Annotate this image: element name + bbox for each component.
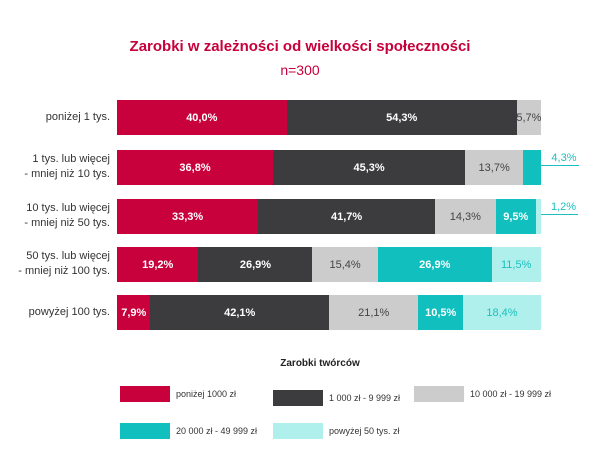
chart-subtitle: n=300 xyxy=(280,62,320,78)
legend-label: powyżej 50 tys. zł xyxy=(329,426,400,436)
data-label: 11,5% xyxy=(501,258,532,271)
data-label: 54,3% xyxy=(386,111,418,124)
data-label: 42,1% xyxy=(224,306,256,319)
bar-segment: 40,0% xyxy=(117,100,287,135)
category-label: poniżej 1 tys. xyxy=(46,110,110,125)
data-label: 13,7% xyxy=(478,161,510,174)
legend-item: 10 000 zł - 19 999 zł xyxy=(414,386,551,402)
bar-segment: 14,3% xyxy=(435,199,496,234)
legend-item: 20 000 zł - 49 999 zł xyxy=(120,423,257,439)
legend-item: poniżej 1000 zł xyxy=(120,386,236,402)
bar-segment: 26,9% xyxy=(198,247,313,282)
legend-label: 1 000 zł - 9 999 zł xyxy=(329,393,401,403)
data-label: 7,9% xyxy=(121,306,147,319)
legend-label: poniżej 1000 zł xyxy=(176,389,237,399)
legend-label: 10 000 zł - 19 999 zł xyxy=(470,389,552,399)
bar-segment: 11,5% xyxy=(491,247,541,282)
bar-segment xyxy=(535,199,541,234)
data-label: 14,3% xyxy=(449,210,481,223)
data-label: 9,5% xyxy=(503,210,529,223)
data-label: 45,3% xyxy=(353,161,385,174)
legend-swatch xyxy=(273,390,323,406)
category-label-line: poniżej 1 tys. xyxy=(45,110,110,123)
legend-item: powyżej 50 tys. zł xyxy=(273,423,400,439)
category-label-line: 10 tys. lub więcej xyxy=(26,202,110,214)
data-label: 15,4% xyxy=(329,258,361,271)
data-label: 10,5% xyxy=(425,306,457,319)
bar-segment: 19,2% xyxy=(117,247,199,282)
data-label: 18,4% xyxy=(486,306,518,319)
data-label: 5,7% xyxy=(516,111,542,124)
bar-segment: 9,5% xyxy=(495,199,536,234)
category-label-line: - mniej niż 100 tys. xyxy=(18,265,110,277)
data-label: 36,8% xyxy=(179,161,211,174)
bar-segment: 18,4% xyxy=(462,295,541,330)
legend-swatch xyxy=(120,423,170,439)
bar-segment: 10,5% xyxy=(418,295,463,330)
legend-swatch xyxy=(414,386,464,402)
legend-title: Zarobki twórców xyxy=(280,358,360,369)
legend-item: 1 000 zł - 9 999 zł xyxy=(273,390,400,406)
bar-segment: 36,8% xyxy=(117,150,274,185)
bar-segment: 7,9% xyxy=(117,295,151,330)
bar-segment: 41,7% xyxy=(258,199,435,234)
data-label: 19,2% xyxy=(142,258,174,271)
category-label: 1 tys. lub więcej - mniej niż 10 tys. xyxy=(24,152,110,182)
category-label-line: 50 tys. lub więcej xyxy=(26,250,110,262)
category-label-line: - mniej niż 50 tys. xyxy=(24,217,110,229)
outside-data-label: 1,2% xyxy=(541,201,579,215)
legend-swatch xyxy=(273,423,323,439)
category-label-line: - mniej niż 10 tys. xyxy=(24,168,110,180)
bar-segment: 33,3% xyxy=(117,199,259,234)
data-label: 41,7% xyxy=(330,210,363,223)
bar-segment: 26,9% xyxy=(377,247,492,282)
bar-segment: 54,3% xyxy=(286,100,517,135)
category-label: powyżej 100 tys. xyxy=(29,305,110,320)
legend-label: 20 000 zł - 49 999 zł xyxy=(176,426,258,436)
data-label: 40,0% xyxy=(186,111,218,124)
legend-swatch xyxy=(120,386,170,402)
category-label-line: powyżej 100 tys. xyxy=(28,305,110,318)
data-label: 26,9% xyxy=(239,258,272,271)
bar-segment: 13,7% xyxy=(465,150,524,185)
bar-segment: 5,7% xyxy=(516,100,542,135)
data-label: 21,1% xyxy=(358,306,390,319)
bar-segment: 42,1% xyxy=(150,295,329,330)
category-label: 50 tys. lub więcej - mniej niż 100 tys. xyxy=(18,249,110,279)
category-label-line: 1 tys. lub więcej xyxy=(32,153,110,165)
bar-segment: 15,4% xyxy=(312,247,378,282)
category-label: 10 tys. lub więcej - mniej niż 50 tys. xyxy=(24,201,110,231)
bar-segment: 45,3% xyxy=(273,150,466,185)
bar-segment xyxy=(523,150,542,185)
bar-segment: 21,1% xyxy=(329,295,419,330)
data-label: 26,9% xyxy=(419,258,451,271)
data-label: 33,3% xyxy=(171,210,204,223)
outside-data-label: 4,3% xyxy=(541,152,579,166)
chart-title: Zarobki w zależności od wielkości społec… xyxy=(129,38,471,55)
